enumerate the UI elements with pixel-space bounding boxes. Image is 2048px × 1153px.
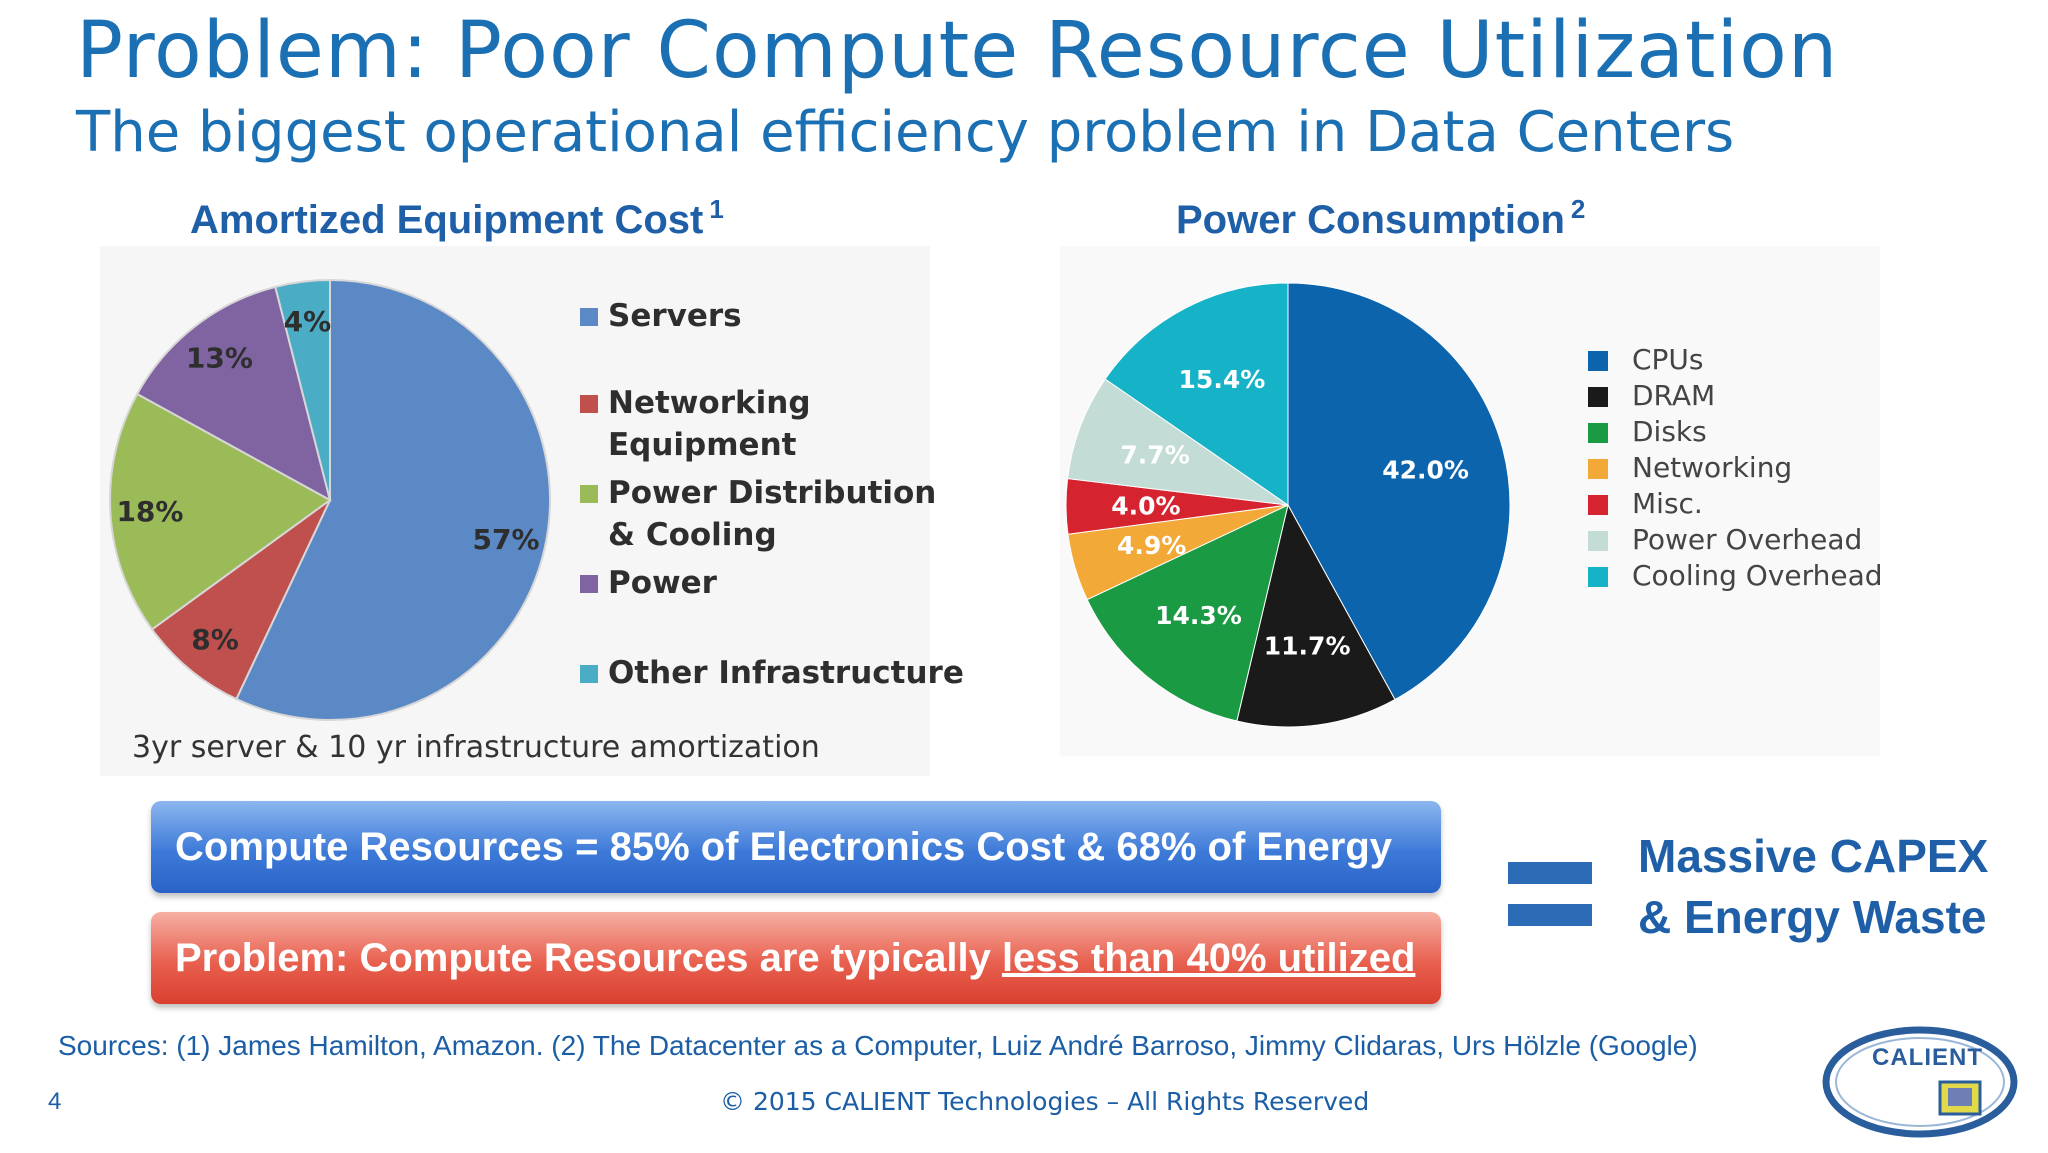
compute-resources-bar: Compute Resources = 85% of Electronics C… [151, 801, 1441, 893]
legend-swatch [580, 395, 598, 413]
pie-slice-power [135, 285, 332, 502]
legend-swatch [1588, 387, 1608, 407]
legend-swatch [580, 308, 598, 326]
legend-swatch [1588, 351, 1608, 371]
legend-label: DRAM [1632, 379, 1716, 412]
legend-swatch [1588, 459, 1608, 479]
pie-slice-dram [1236, 503, 1396, 728]
legend1-item: Networking Equipment [580, 382, 811, 466]
legend-label: Power [608, 565, 717, 601]
legend-swatch [1588, 531, 1608, 551]
pie-label: 11.7% [1264, 632, 1351, 661]
page-number: 4 [48, 1088, 62, 1115]
legend1-item: Other Infrastructure [580, 652, 964, 694]
legend-label: Servers [608, 298, 742, 334]
pie-label: 14.3% [1155, 601, 1242, 630]
slide-subtitle: The biggest operational efficiency probl… [76, 100, 1735, 165]
pie-label: 4% [284, 305, 332, 338]
underlined-utilization: less than 40% utilized [1001, 936, 1416, 980]
utilization-problem-bar: Problem: Compute Resources are typically… [151, 912, 1441, 1004]
legend-label: Networking Equipment [608, 385, 811, 463]
legend-swatch [1588, 495, 1608, 515]
slide-title: Problem: Poor Compute Resource Utilizati… [76, 6, 1839, 96]
pie-slice-other-infrastructure [274, 278, 331, 501]
legend-label: Misc. [1632, 487, 1703, 520]
legend-label: Networking [1632, 451, 1793, 484]
legend2-item: CPUs [1588, 343, 1704, 376]
pie-slice-cpus [1287, 282, 1511, 701]
pie-label: 4.0% [1111, 492, 1180, 521]
pie-label: 57% [473, 523, 540, 556]
pie-slice-power-distribution-cooling [109, 392, 332, 631]
legend-swatch [580, 575, 598, 593]
pie-label: 15.4% [1179, 365, 1266, 394]
legend2-item: Power Overhead [1588, 523, 1862, 556]
pie-slice-cooling-overhead [1104, 282, 1289, 506]
legend2-item: Networking [1588, 451, 1792, 484]
amortization-note: 3yr server & 10 yr infrastructure amorti… [132, 730, 820, 765]
calient-logo-icon [1822, 1026, 2018, 1138]
legend-label: Disks [1632, 415, 1707, 448]
conclusion-text: Massive CAPEX & Energy Waste [1638, 826, 1988, 948]
problem-text: Problem: Compute Resources are typically [175, 936, 1002, 980]
legend-swatch [1588, 423, 1608, 443]
legend-label: CPUs [1632, 343, 1704, 376]
legend-swatch [580, 485, 598, 503]
logo-text: CALIENT [1872, 1044, 1983, 1071]
legend-label: Cooling Overhead [1632, 559, 1883, 592]
pie-label: 7.7% [1120, 441, 1189, 470]
legend2-item: Cooling Overhead [1588, 559, 1883, 592]
legend-swatch [1588, 567, 1608, 587]
pie-slice-networking-equipment [150, 499, 331, 701]
pie-slice-disks [1086, 504, 1289, 722]
chart2-title: Power Consumption 2 [1176, 194, 1586, 242]
conclusion-line2: & Energy Waste [1638, 891, 1987, 943]
copyright: © 2015 CALIENT Technologies – All Rights… [720, 1087, 1370, 1116]
conclusion-line1: Massive CAPEX [1638, 830, 1989, 882]
pie-label: 42.0% [1382, 455, 1469, 484]
equals-sign [1508, 862, 1592, 946]
legend2-item: Disks [1588, 415, 1707, 448]
legend-label: Power Distribution & Cooling [608, 475, 937, 553]
legend-swatch [580, 665, 598, 683]
pie-slice-servers [234, 278, 551, 721]
legend1-item: Power [580, 562, 717, 604]
legend2-item: Misc. [1588, 487, 1703, 520]
sources-footnote: Sources: (1) James Hamilton, Amazon. (2)… [58, 1030, 1698, 1061]
chart1-title: Amortized Equipment Cost 1 [190, 194, 724, 242]
pie-label: 8% [191, 623, 239, 656]
legend1-item: Power Distribution & Cooling [580, 472, 936, 556]
legend1-item: Servers [580, 295, 742, 337]
pie-label: 4.9% [1117, 531, 1186, 560]
pie-label: 18% [116, 495, 183, 528]
pie-slice-power-overhead [1067, 378, 1289, 506]
legend2-item: DRAM [1588, 379, 1715, 412]
legend-label: Power Overhead [1632, 523, 1863, 556]
pie-label: 13% [186, 341, 253, 374]
legend-label: Other Infrastructure [608, 655, 964, 691]
